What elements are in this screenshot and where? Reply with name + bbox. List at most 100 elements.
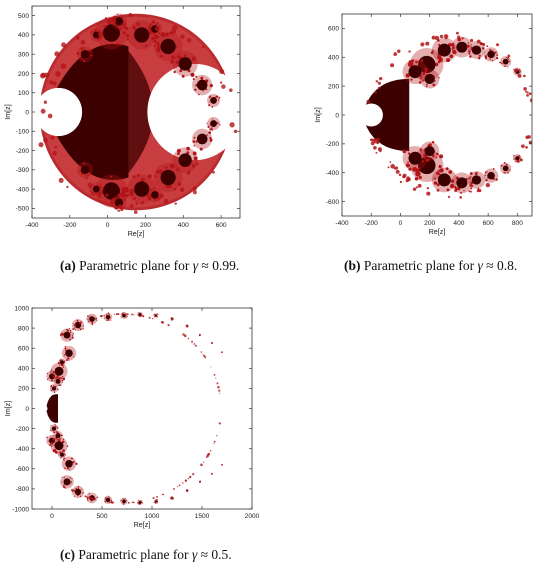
fractal-speck: [171, 55, 175, 60]
fractal-speck: [419, 148, 422, 151]
fractal-speck: [186, 171, 190, 175]
fractal-speck: [120, 500, 122, 502]
fractal-speck: [424, 67, 428, 71]
fractal-speck: [410, 59, 414, 63]
caption-c: (c) Parametric plane for γ ≈ 0.5.: [60, 547, 232, 562]
y-tick-label: -1000: [12, 506, 29, 513]
fractal-speck: [420, 59, 424, 63]
fractal-speck: [463, 190, 465, 192]
fractal-fringe: [454, 189, 458, 193]
fractal-speck: [137, 314, 139, 316]
fractal-speck: [454, 51, 457, 54]
fractal-speck: [80, 47, 83, 51]
fractal-speck: [193, 156, 198, 161]
fractal-speck: [176, 168, 180, 172]
fractal-speck: [160, 32, 166, 38]
y-tick-label: -400: [16, 446, 30, 453]
fractal-speck: [50, 436, 52, 438]
fractal-speck: [74, 328, 76, 330]
fractal-fringe: [211, 170, 215, 174]
fractal-speck: [104, 499, 106, 501]
fractal-fringe: [377, 81, 381, 85]
fractal-bulb: [424, 73, 435, 84]
fractal-speck: [494, 51, 497, 54]
fractal-speck: [474, 172, 478, 176]
fractal-speck: [468, 50, 471, 53]
fractal-bulb: [80, 165, 90, 175]
fractal-speck: [75, 462, 78, 465]
fractal-speck: [211, 106, 214, 108]
fractal-bulb: [196, 133, 208, 145]
fractal-fringe: [111, 501, 114, 504]
fractal-speck: [470, 176, 472, 178]
fractal-fringe: [525, 90, 528, 93]
fractal-fringe: [47, 113, 53, 119]
fractal-bulb: [186, 325, 188, 327]
fractal-speck: [175, 45, 178, 48]
fractal-speck: [158, 169, 163, 174]
fractal-fringe: [111, 18, 117, 24]
fractal-fringe: [217, 385, 220, 389]
y-axis-label: Im[z]: [3, 401, 12, 417]
fractal-speck: [140, 177, 145, 183]
x-tick-label: 1500: [195, 513, 210, 520]
fractal-bulb: [154, 314, 158, 317]
fractal-speck: [90, 31, 93, 34]
fractal-speck: [154, 316, 156, 318]
fractal-speck: [468, 52, 471, 55]
fractal-speck: [208, 131, 212, 135]
fractal-speck: [123, 20, 126, 23]
fractal-speck: [61, 359, 63, 361]
fractal-speck: [71, 477, 73, 480]
fractal-speck: [122, 502, 124, 504]
fractal-speck: [154, 175, 157, 178]
fractal-speck: [122, 195, 125, 198]
x-axis-label: Re[z]: [429, 227, 446, 236]
fractal-speck: [515, 161, 517, 163]
fractal-speck: [156, 502, 158, 504]
fractal-fringe: [86, 496, 88, 498]
caption-a: (a) Parametric plane for γ ≈ 0.99.: [60, 258, 240, 273]
fractal-speck: [68, 359, 70, 361]
fractal-speck: [187, 325, 189, 327]
fractal-bulb: [199, 481, 201, 483]
fractal-bulb: [138, 313, 142, 316]
fractal-speck: [83, 59, 86, 63]
fractal-fringe: [412, 187, 417, 191]
fractal-speck: [141, 502, 143, 504]
fractal-fringe: [129, 203, 134, 208]
fractal-speck: [153, 198, 156, 201]
fractal-speck: [59, 377, 61, 380]
fractal-speck: [107, 319, 109, 321]
fractal-speck: [132, 175, 136, 179]
fractal-fringe: [88, 496, 91, 499]
fractal-speck: [63, 476, 65, 479]
fractal-speck: [62, 449, 65, 452]
fractal-fringe: [402, 173, 407, 178]
fractal-speck: [157, 501, 159, 503]
fractal-speck: [165, 32, 169, 37]
fractal-speck: [61, 476, 63, 478]
fractal-fringe: [210, 366, 212, 368]
fractal-speck: [120, 499, 122, 501]
fractal-speck: [50, 379, 53, 382]
fractal-bulb: [160, 38, 176, 55]
fractal-speck: [471, 184, 474, 187]
fractal-speck: [125, 26, 129, 31]
fractal-speck: [66, 328, 68, 331]
fractal-speck: [66, 445, 69, 447]
fractal-speck: [486, 171, 488, 173]
fractal-speck: [119, 27, 122, 31]
fractal-speck: [107, 312, 110, 314]
fractal-speck: [414, 176, 419, 181]
x-tick-label: 0: [106, 222, 110, 229]
fractal-fringe: [216, 382, 219, 385]
fractal-hole-left: [40, 404, 48, 413]
fractal-speck: [430, 51, 434, 55]
fractal-fringe: [52, 81, 57, 86]
fractal-speck: [52, 438, 55, 441]
fractal-fringe: [97, 31, 104, 38]
fractal-speck: [469, 55, 472, 58]
fractal-speck: [66, 467, 69, 470]
fractal-speck: [186, 146, 190, 151]
